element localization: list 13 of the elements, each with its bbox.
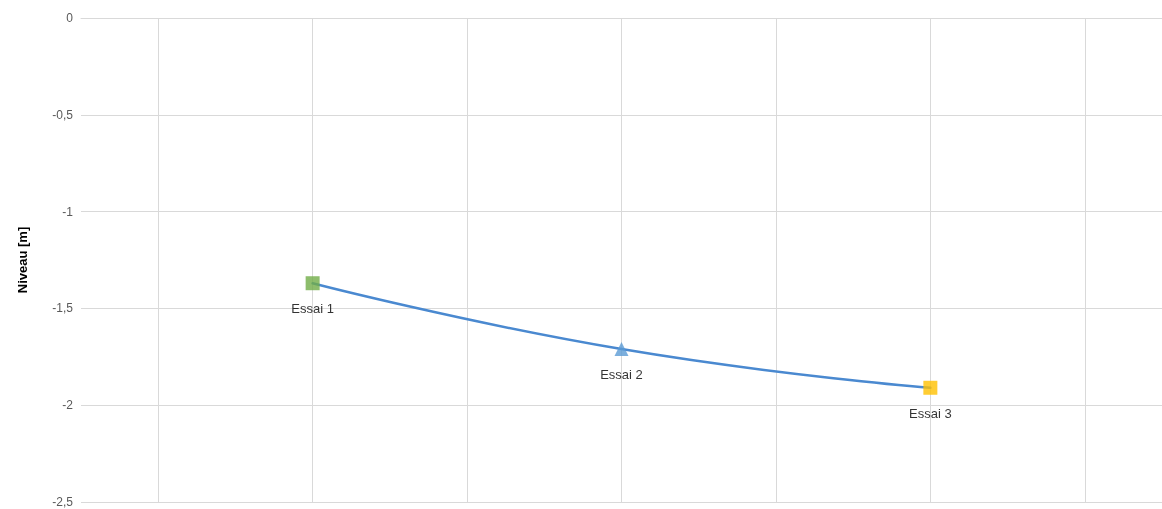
y-tick-label: -2,5 (52, 495, 74, 509)
point (923, 380, 938, 395)
y-axis-title: Niveau [m] (15, 226, 30, 294)
series-label: Essai 3 (909, 405, 952, 421)
y-tick-label: -2 (62, 398, 74, 413)
point (305, 276, 320, 291)
point (614, 342, 629, 357)
y-tick-label: -1 (62, 204, 74, 219)
y-tick-label: -0,5 (52, 107, 74, 122)
y-tick-label: 0 (66, 11, 74, 25)
series-label: Essai 2 (600, 367, 643, 383)
y-tick-label: -1,5 (52, 301, 74, 316)
series-label: Essai 1 (291, 301, 334, 317)
